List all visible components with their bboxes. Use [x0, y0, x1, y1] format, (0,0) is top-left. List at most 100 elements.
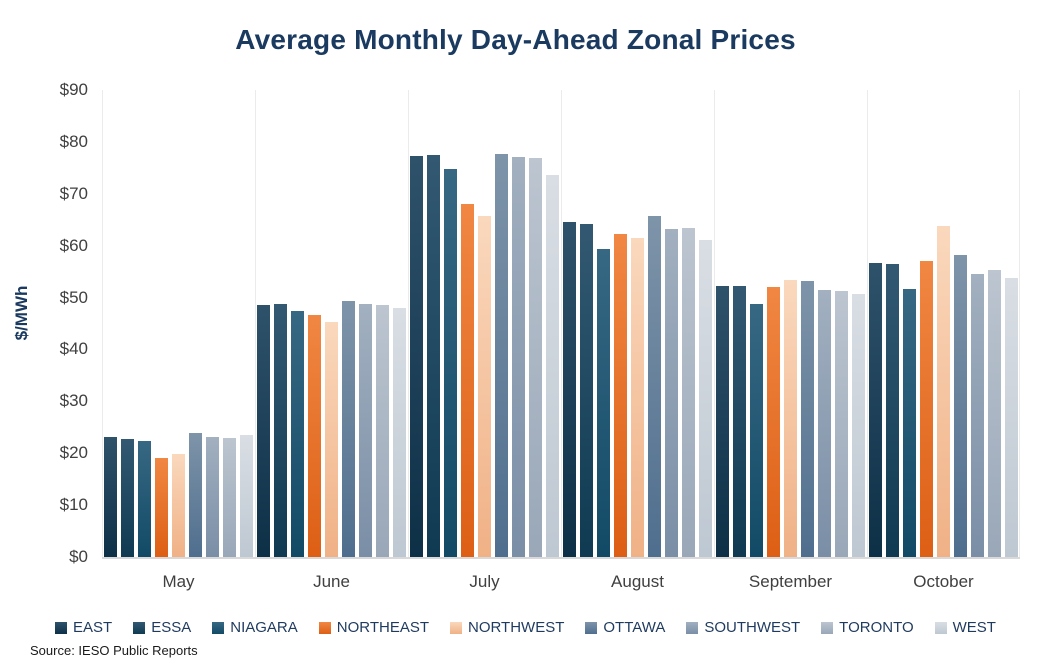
- bar-east-september: [716, 285, 729, 557]
- legend-item-northwest: NORTHWEST: [450, 619, 564, 636]
- y-tick-label: $50: [59, 287, 88, 307]
- legend-swatch-icon: [55, 621, 68, 634]
- bar-west-june: [393, 308, 406, 557]
- bar-ottawa-october: [954, 255, 967, 557]
- bar-toronto-september: [835, 291, 848, 557]
- legend-swatch-icon: [585, 621, 598, 634]
- y-tick-label: $90: [59, 80, 88, 99]
- legend-label: OTTAWA: [603, 619, 666, 636]
- bar-ottawa-august: [648, 215, 661, 557]
- x-label-august: August: [611, 572, 664, 591]
- y-tick-label: $30: [59, 391, 88, 411]
- legend-swatch-icon: [686, 621, 699, 634]
- bar-toronto-august: [682, 227, 695, 557]
- bar-northeast-june: [308, 314, 321, 557]
- y-tick-label: $0: [69, 547, 88, 566]
- bar-essa-october: [886, 264, 899, 557]
- category-separator-line: [408, 90, 409, 557]
- bar-toronto-june: [376, 305, 389, 557]
- bar-west-september: [852, 294, 865, 557]
- bar-group-june: [255, 90, 408, 557]
- legend-label: NIAGARA: [230, 619, 298, 636]
- bar-group-september: [714, 90, 867, 557]
- category-separator-line: [255, 90, 256, 557]
- legend-swatch-icon: [133, 621, 146, 634]
- y-tick-label: $20: [59, 443, 88, 463]
- legend-label: EAST: [73, 619, 113, 636]
- bar-essa-august: [580, 223, 593, 557]
- bar-niagara-october: [903, 288, 916, 557]
- legend-label: NORTHWEST: [468, 619, 565, 636]
- bar-group-july: [408, 90, 561, 557]
- legend-item-essa: ESSA: [133, 619, 191, 636]
- bar-northeast-august: [614, 233, 627, 557]
- bar-ottawa-may: [189, 433, 202, 557]
- legend-label: SOUTHWEST: [704, 619, 801, 636]
- legend-item-west: WEST: [934, 619, 996, 636]
- bar-ottawa-september: [801, 280, 814, 557]
- category-separator-line: [714, 90, 715, 557]
- bar-northwest-september: [784, 280, 797, 557]
- category-separator-line: [102, 90, 103, 557]
- bar-toronto-july: [529, 157, 542, 557]
- bar-niagara-may: [138, 440, 151, 557]
- legend-label: ESSA: [151, 619, 192, 636]
- bar-east-october: [869, 262, 882, 557]
- bar-west-october: [1005, 278, 1018, 557]
- bar-essa-september: [733, 286, 746, 557]
- bar-northwest-may: [172, 453, 185, 557]
- x-label-july: July: [469, 572, 500, 591]
- bar-northwest-october: [937, 225, 950, 557]
- category-separator-line: [1019, 90, 1020, 557]
- bar-southwest-october: [971, 273, 984, 557]
- legend-item-east: EAST: [55, 619, 112, 636]
- bar-southwest-september: [818, 290, 831, 557]
- bar-east-june: [257, 304, 270, 557]
- bar-northwest-august: [631, 237, 644, 557]
- x-label-october: October: [913, 572, 974, 591]
- bar-northeast-october: [920, 260, 933, 557]
- bar-ottawa-july: [495, 153, 508, 557]
- bar-east-august: [563, 221, 576, 557]
- x-axis-category-labels: May June July August September October: [102, 572, 1020, 592]
- y-tick-label: $70: [59, 183, 88, 203]
- bar-ottawa-june: [342, 300, 355, 557]
- bar-niagara-june: [291, 310, 304, 557]
- legend-swatch-icon: [934, 621, 947, 634]
- bar-southwest-june: [359, 303, 372, 557]
- y-tick-label: $80: [59, 131, 88, 151]
- y-tick-label: $60: [59, 235, 88, 255]
- bar-northeast-may: [155, 457, 168, 557]
- legend-label: TORONTO: [839, 619, 914, 636]
- bar-toronto-october: [988, 270, 1001, 557]
- legend-label: NORTHEAST: [336, 619, 429, 636]
- legend-item-ottawa: OTTAWA: [585, 619, 665, 636]
- bar-east-july: [410, 156, 423, 557]
- bar-southwest-july: [512, 156, 525, 557]
- bar-group-october: [867, 90, 1020, 557]
- bar-group-may: [102, 90, 255, 557]
- bar-northeast-september: [767, 287, 780, 557]
- bar-northeast-july: [461, 204, 474, 557]
- legend-label: WEST: [952, 619, 996, 636]
- bar-east-may: [104, 436, 117, 557]
- legend-swatch-icon: [318, 621, 331, 634]
- bar-northwest-june: [325, 322, 338, 557]
- legend-item-northeast: NORTHEAST: [318, 619, 429, 636]
- bar-group-august: [561, 90, 714, 557]
- y-tick-label: $10: [59, 495, 88, 515]
- bar-west-may: [240, 434, 253, 557]
- bar-niagara-september: [750, 304, 763, 557]
- bar-west-july: [546, 175, 559, 557]
- bar-essa-june: [274, 304, 287, 557]
- x-label-june: June: [313, 572, 350, 591]
- bar-toronto-may: [223, 437, 236, 557]
- x-label-may: May: [162, 572, 195, 591]
- category-separator-line: [867, 90, 868, 557]
- legend-item-niagara: NIAGARA: [212, 619, 298, 636]
- legend-item-southwest: SOUTHWEST: [686, 619, 800, 636]
- bar-southwest-may: [206, 436, 219, 557]
- bar-essa-may: [121, 438, 134, 557]
- bar-essa-july: [427, 155, 440, 557]
